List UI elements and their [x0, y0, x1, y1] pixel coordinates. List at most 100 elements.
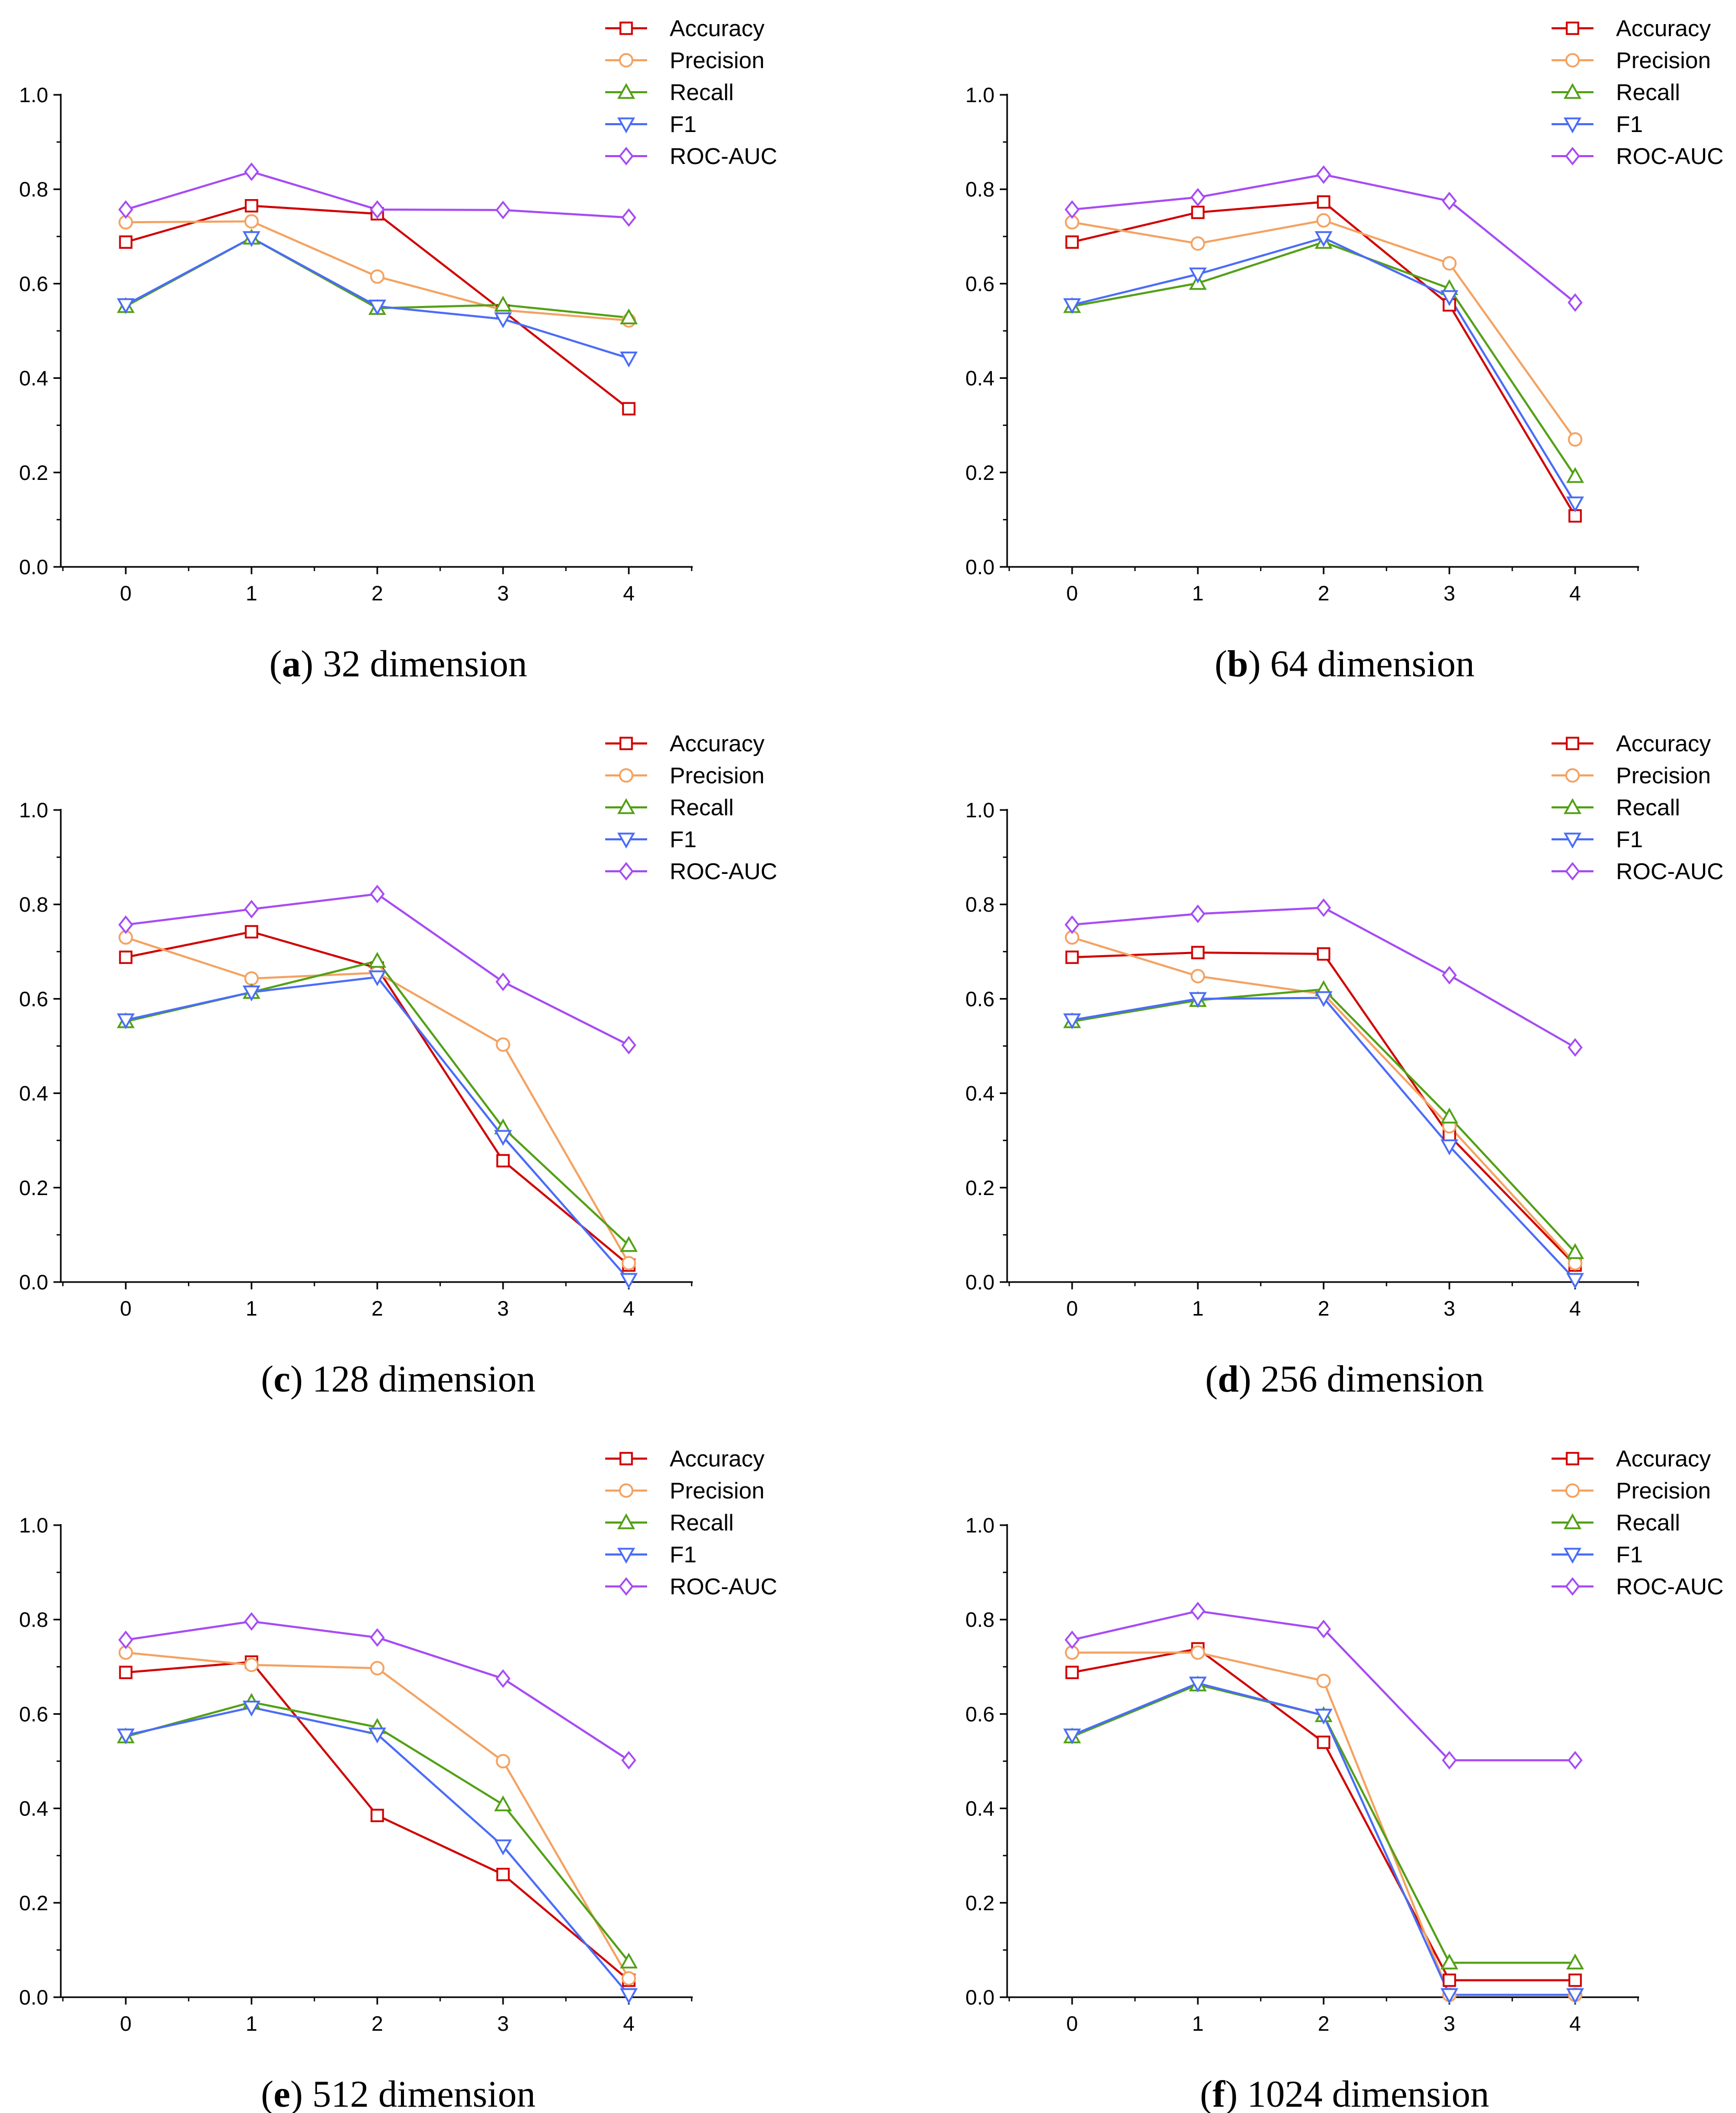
y-tick-label: 1.0: [19, 799, 48, 822]
y-tick-label: 0.2: [19, 1177, 48, 1200]
x-tick-label: 2: [372, 2012, 383, 2035]
series-line-f1: [1072, 997, 1576, 1280]
series-line-f1: [125, 976, 630, 1280]
data-point-roc-auc: [369, 200, 385, 219]
legend-label-roc-auc: ROC-AUC: [1616, 1574, 1723, 1600]
data-point-f1: [494, 1839, 512, 1856]
panel-caption: (b) 64 dimension: [1215, 643, 1475, 685]
data-point-roc-auc: [244, 1612, 259, 1631]
data-point-roc-auc: [1316, 898, 1331, 917]
caption-label: 64 dimension: [1261, 643, 1475, 685]
legend-marker: [1564, 1513, 1581, 1529]
caption-paren-close: ): [1248, 643, 1261, 685]
legend-label-recall: Recall: [1616, 795, 1680, 820]
data-point-accuracy: [1317, 947, 1330, 961]
legend-marker: [617, 1548, 635, 1564]
data-point-accuracy: [119, 235, 133, 249]
x-tick-label: 1: [246, 1297, 257, 1320]
x-tick-label: 2: [372, 582, 383, 605]
chart-panel-b: 0.0 0.2 0.4 0.6 0.8 1.0 0 1 2 3 4 Accuracy Precision…: [965, 16, 1723, 685]
data-point-recall: [1566, 1243, 1584, 1259]
x-tick-label: 0: [1066, 582, 1078, 605]
data-point-accuracy: [1065, 1666, 1079, 1679]
legend-label-accuracy: Accuracy: [1616, 731, 1711, 757]
chart-panel-d: 0.0 0.2 0.4 0.6 0.8 1.0 0 1 2 3 4 Accuracy Precision…: [965, 731, 1723, 1400]
data-point-roc-auc: [1064, 915, 1080, 934]
panel-caption: (f) 1024 dimension: [1200, 2073, 1489, 2113]
data-point-f1: [620, 1988, 638, 2005]
data-point-roc-auc: [1442, 966, 1457, 985]
data-point-roc-auc: [1442, 1750, 1457, 1770]
data-point-recall: [620, 1236, 638, 1252]
legend-marker: [619, 768, 634, 783]
series-line-f1: [125, 237, 629, 359]
y-tick-label: 1.0: [965, 799, 995, 822]
x-tick-label: 2: [1318, 2012, 1329, 2035]
legend-label-recall: Recall: [1616, 80, 1680, 105]
data-point-f1: [1063, 298, 1081, 314]
data-point-accuracy: [370, 1809, 384, 1822]
data-point-f1: [1440, 290, 1458, 306]
data-point-recall: [368, 951, 386, 968]
data-point-recall: [494, 295, 512, 312]
caption-letter: a: [282, 643, 301, 685]
legend-label-accuracy: Accuracy: [1616, 1446, 1711, 1472]
legend-marker: [1564, 117, 1581, 134]
x-tick-label: 2: [1318, 1297, 1329, 1320]
data-point-roc-auc: [369, 884, 385, 904]
legend-label-recall: Recall: [670, 1510, 734, 1536]
caption-letter: f: [1213, 2073, 1226, 2113]
caption-paren-close: ): [1239, 1358, 1251, 1400]
data-point-precision: [244, 214, 259, 229]
caption-letter: b: [1227, 643, 1248, 685]
data-point-roc-auc: [1316, 165, 1331, 184]
series-line-f1: [1072, 237, 1576, 504]
legend-label-f1: F1: [670, 827, 696, 852]
data-point-accuracy: [1191, 205, 1205, 220]
data-point-precision: [1568, 432, 1582, 447]
data-point-f1: [1315, 1709, 1333, 1725]
data-point-roc-auc: [495, 1669, 511, 1688]
caption-paren-close: ): [1225, 2073, 1238, 2113]
data-point-precision: [1442, 256, 1457, 271]
x-tick-label: 4: [1569, 582, 1581, 605]
y-tick-label: 0.2: [965, 1177, 995, 1200]
x-tick-label: 2: [372, 1297, 383, 1320]
legend-label-precision: Precision: [670, 1478, 765, 1504]
legend-label-f1: F1: [1616, 112, 1643, 137]
legend-label-roc-auc: ROC-AUC: [670, 1574, 777, 1600]
legend-label-roc-auc: ROC-AUC: [670, 859, 777, 884]
legend-marker: [619, 737, 633, 750]
x-tick-label: 0: [1066, 1297, 1078, 1320]
data-point-roc-auc: [1442, 191, 1457, 211]
legend-label-accuracy: Accuracy: [670, 731, 765, 757]
y-tick-label: 0.6: [19, 272, 48, 295]
data-point-f1: [243, 1701, 260, 1717]
data-point-roc-auc: [1316, 1619, 1331, 1639]
data-point-recall: [620, 1952, 638, 1969]
data-point-accuracy: [245, 199, 258, 213]
data-point-accuracy: [119, 950, 133, 964]
data-point-f1: [1315, 991, 1333, 1008]
caption-letter: d: [1218, 1358, 1239, 1400]
data-point-roc-auc: [621, 208, 637, 227]
data-point-f1: [1440, 1139, 1458, 1156]
legend-marker: [617, 833, 635, 849]
y-tick-label: 1.0: [965, 1514, 995, 1537]
x-tick-label: 3: [497, 582, 509, 605]
y-tick-label: 0.8: [965, 178, 995, 201]
data-point-recall: [1440, 1108, 1458, 1124]
caption-label: 256 dimension: [1251, 1358, 1484, 1400]
data-point-precision: [621, 1971, 636, 1986]
panel-caption: (a) 32 dimension: [269, 643, 527, 685]
legend-label-precision: Precision: [1616, 1478, 1711, 1504]
caption-paren-close: ): [290, 1358, 303, 1400]
legend-marker: [617, 798, 635, 814]
data-point-roc-auc: [495, 972, 511, 991]
caption-paren-open: (: [269, 643, 282, 685]
data-point-precision: [621, 1256, 636, 1271]
legend-label-roc-auc: ROC-AUC: [670, 144, 777, 169]
data-point-roc-auc: [244, 900, 259, 919]
data-point-precision: [1191, 236, 1205, 251]
